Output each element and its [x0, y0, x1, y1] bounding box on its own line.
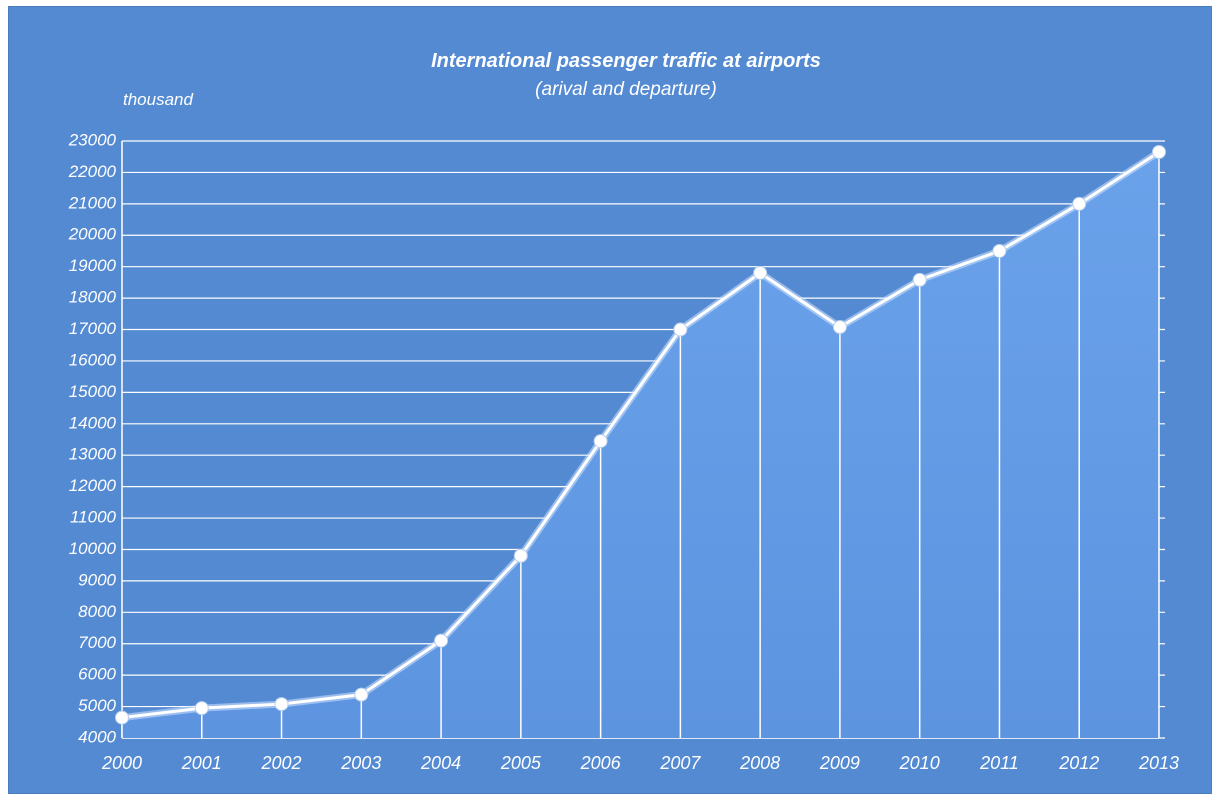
- chart-svg: International passenger traffic at airpo…: [68, 50, 1179, 773]
- y-tick-label: 6000: [78, 665, 116, 684]
- y-tick-label: 14000: [69, 413, 117, 432]
- y-axis-unit-label: thousand: [123, 90, 193, 109]
- data-point: [1152, 144, 1166, 159]
- y-tick-label: 7000: [78, 633, 116, 652]
- line-layer: [121, 149, 1161, 722]
- x-tick-label: 2002: [261, 753, 302, 773]
- data-point: [832, 320, 847, 335]
- data-point: [434, 633, 449, 648]
- data-point: [194, 701, 209, 716]
- x-tick-label: 2003: [340, 753, 381, 773]
- data-point: [593, 434, 608, 449]
- x-tick-label: 2000: [101, 753, 142, 773]
- x-tick-label: 2007: [659, 753, 701, 773]
- y-tick-labels: 4000 5000 6000 7000 8000 9000 10000 11000 12000 1…: [68, 130, 117, 746]
- y-tick-label: 12000: [69, 476, 117, 495]
- y-tick-label: 21000: [68, 193, 117, 212]
- chart-subtitle: (arival and departure): [535, 79, 717, 100]
- x-tick-label: 2004: [420, 753, 461, 773]
- y-tick-label: 5000: [78, 696, 116, 715]
- data-point: [115, 710, 129, 725]
- data-point: [912, 272, 927, 287]
- y-tick-label: 11000: [70, 508, 117, 527]
- y-tick-label: 15000: [69, 382, 117, 401]
- data-point: [673, 322, 688, 337]
- data-point: [1072, 196, 1087, 211]
- y-tick-label: 13000: [69, 445, 117, 464]
- y-tick-label: 19000: [69, 256, 117, 275]
- data-point: [354, 687, 369, 702]
- y-tick-label: 23000: [68, 130, 117, 149]
- y-tick-label: 9000: [78, 570, 116, 589]
- y-tick-label: 17000: [69, 319, 117, 338]
- data-point: [753, 265, 768, 280]
- chart-title: International passenger traffic at airpo…: [431, 50, 821, 72]
- x-tick-label: 2013: [1138, 753, 1179, 773]
- data-point: [992, 243, 1007, 258]
- x-tick-labels: 2000 2001 2002 2003 2004 2005 2006 2007 2008 2009…: [101, 753, 1179, 773]
- area-layer: [122, 151, 1159, 738]
- x-tick-label: 2012: [1058, 753, 1099, 773]
- x-tick-label: 2008: [739, 753, 780, 773]
- x-tick-label: 2005: [500, 753, 542, 773]
- x-tick-label: 2009: [819, 753, 860, 773]
- x-tick-label: 2010: [899, 753, 940, 773]
- x-tick-label: 2011: [979, 753, 1019, 773]
- y-tick-label: 18000: [69, 288, 117, 307]
- y-tick-label: 22000: [68, 162, 117, 181]
- x-tick-label: 2006: [580, 753, 622, 773]
- y-tick-label: 8000: [78, 602, 116, 621]
- series-line: [121, 150, 1160, 720]
- points-layer: [115, 144, 1166, 725]
- data-point: [513, 548, 528, 563]
- y-tick-label: 16000: [69, 350, 117, 369]
- drop-lines-layer: [121, 151, 1160, 738]
- data-point: [274, 697, 289, 712]
- x-tick-label: 2001: [181, 753, 222, 773]
- y-tick-label: 10000: [69, 539, 117, 558]
- series-area: [122, 151, 1159, 738]
- y-tick-label: 4000: [78, 727, 116, 746]
- chart-frame: International passenger traffic at airpo…: [8, 6, 1212, 794]
- y-tick-label: 20000: [68, 225, 117, 244]
